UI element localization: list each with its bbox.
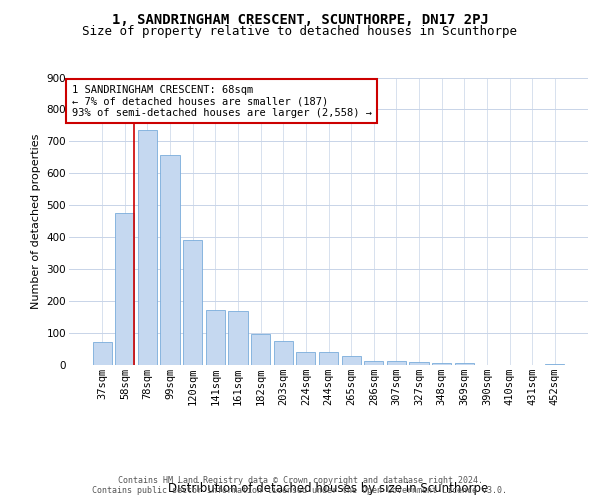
Bar xyxy=(409,362,428,365)
Text: Contains public sector information licensed under the Open Government Licence v3: Contains public sector information licen… xyxy=(92,486,508,495)
Bar xyxy=(229,310,248,365)
Bar xyxy=(545,364,565,365)
Bar xyxy=(274,341,293,365)
Text: Contains HM Land Registry data © Crown copyright and database right 2024.: Contains HM Land Registry data © Crown c… xyxy=(118,476,482,485)
Bar xyxy=(160,155,180,365)
Y-axis label: Number of detached properties: Number of detached properties xyxy=(31,134,41,309)
X-axis label: Distribution of detached houses by size in Scunthorpe: Distribution of detached houses by size … xyxy=(169,482,488,494)
Bar xyxy=(92,342,112,365)
Bar xyxy=(455,363,474,365)
Bar xyxy=(364,361,383,365)
Bar xyxy=(115,214,134,365)
Bar xyxy=(319,352,338,365)
Bar xyxy=(296,352,316,365)
Text: 1 SANDRINGHAM CRESCENT: 68sqm
← 7% of detached houses are smaller (187)
93% of s: 1 SANDRINGHAM CRESCENT: 68sqm ← 7% of de… xyxy=(71,84,371,118)
Bar xyxy=(206,310,225,365)
Text: Size of property relative to detached houses in Scunthorpe: Size of property relative to detached ho… xyxy=(83,25,517,38)
Bar xyxy=(387,361,406,365)
Bar xyxy=(341,356,361,365)
Text: 1, SANDRINGHAM CRESCENT, SCUNTHORPE, DN17 2PJ: 1, SANDRINGHAM CRESCENT, SCUNTHORPE, DN1… xyxy=(112,12,488,26)
Bar xyxy=(183,240,202,365)
Bar xyxy=(432,364,451,365)
Bar xyxy=(138,130,157,365)
Bar xyxy=(251,334,270,365)
